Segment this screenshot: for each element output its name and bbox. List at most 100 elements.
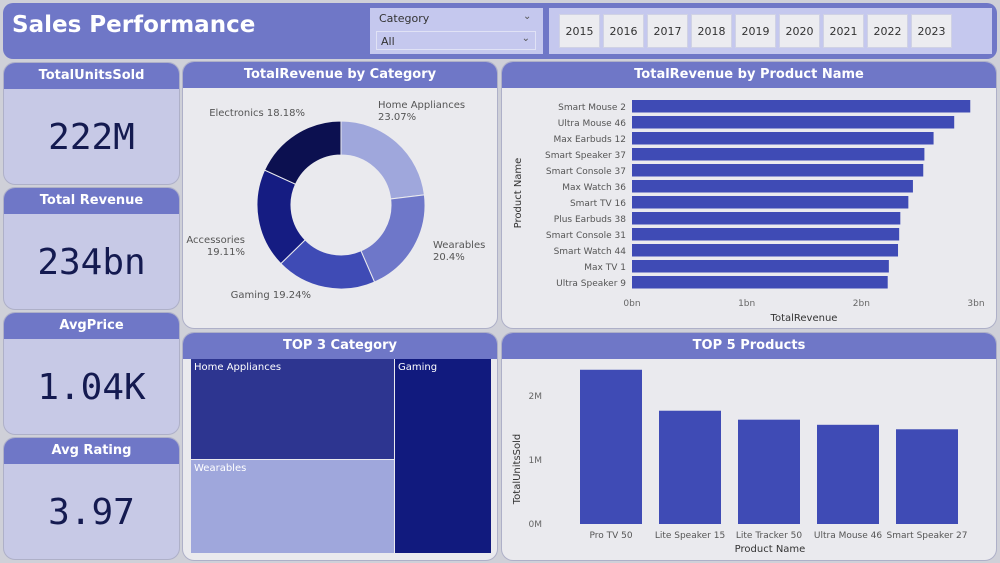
year-button-2020[interactable]: 2020 bbox=[779, 14, 820, 48]
bar[interactable] bbox=[632, 196, 909, 209]
page-title: Sales Performance bbox=[12, 12, 256, 38]
kpi-card: Avg Rating 3.97 bbox=[3, 437, 180, 560]
bar[interactable] bbox=[632, 212, 901, 225]
slice-label: Accessories bbox=[186, 235, 245, 246]
tile-label: Home Appliances bbox=[194, 362, 282, 373]
category-label: Smart Console 31 bbox=[546, 231, 626, 241]
kpi-value: 222M bbox=[48, 117, 135, 158]
chart-title: TotalRevenue by Category bbox=[183, 62, 497, 88]
kpi-label: TotalUnitsSold bbox=[4, 63, 179, 89]
slice-label: Wearables bbox=[433, 240, 485, 251]
slice-value: 20.4% bbox=[433, 252, 465, 263]
treemap-tile[interactable]: Home Appliances bbox=[191, 359, 394, 459]
category-label: Lite Speaker 15 bbox=[655, 531, 725, 541]
revenue-by-category-card: TotalRevenue by Category Home Appliances… bbox=[182, 61, 498, 329]
donut-slice[interactable] bbox=[360, 194, 426, 283]
category-label: Smart Speaker 27 bbox=[886, 531, 967, 541]
treemap-tile[interactable]: Gaming bbox=[395, 359, 491, 553]
category-label: Lite Tracker 50 bbox=[736, 531, 802, 541]
bar[interactable] bbox=[632, 276, 888, 289]
bar[interactable] bbox=[896, 429, 958, 524]
kpi-label: Total Revenue bbox=[4, 188, 179, 214]
tick-label: 0M bbox=[529, 520, 543, 530]
bar[interactable] bbox=[632, 244, 899, 257]
tick-label: 2M bbox=[529, 392, 543, 402]
kpi-card: Total Revenue 234bn bbox=[3, 187, 180, 310]
bar[interactable] bbox=[632, 260, 889, 273]
category-label: Ultra Mouse 46 bbox=[558, 119, 626, 129]
category-label: Ultra Mouse 46 bbox=[814, 531, 882, 541]
bar[interactable] bbox=[632, 116, 955, 129]
slice-label: Electronics 18.18% bbox=[209, 108, 305, 119]
bar[interactable] bbox=[632, 228, 900, 241]
chevron-down-icon[interactable]: ⌄ bbox=[523, 11, 532, 22]
x-axis-title: TotalRevenue bbox=[770, 313, 838, 324]
year-button-2022[interactable]: 2022 bbox=[867, 14, 908, 48]
bar[interactable] bbox=[632, 148, 925, 161]
chart-title: TOP 3 Category bbox=[183, 333, 497, 359]
bar[interactable] bbox=[632, 180, 913, 193]
tick-label: 3bn bbox=[967, 299, 984, 309]
bar[interactable] bbox=[632, 100, 971, 113]
kpi-card: TotalUnitsSold 222M bbox=[3, 62, 180, 185]
category-label: Smart Mouse 2 bbox=[558, 103, 626, 113]
tick-label: 1M bbox=[529, 456, 543, 466]
column-chart: 0M 1M 2M Pro TV 50 Lite Speaker 15 Lite Track… bbox=[512, 369, 968, 555]
bar[interactable] bbox=[580, 369, 642, 524]
year-slicer: 2015 2016 2017 2018 2019 2020 2021 2022 2023 bbox=[549, 8, 992, 54]
x-axis-title: Product Name bbox=[735, 544, 806, 555]
bar[interactable] bbox=[632, 164, 924, 177]
donut-slice[interactable] bbox=[340, 120, 425, 200]
category-label: Max Earbuds 12 bbox=[553, 135, 626, 145]
category-dropdown[interactable]: All ⌄ bbox=[376, 31, 536, 50]
year-button-2021[interactable]: 2021 bbox=[823, 14, 864, 48]
year-button-2023[interactable]: 2023 bbox=[911, 14, 952, 48]
kpi-value: 3.97 bbox=[48, 492, 135, 533]
slicer-label: Category bbox=[379, 12, 430, 25]
kpi-value: 1.04K bbox=[37, 367, 146, 408]
category-slicer[interactable]: Category ⌄ All ⌄ bbox=[370, 8, 543, 54]
category-label: Plus Earbuds 38 bbox=[554, 215, 626, 225]
tick-label: 2bn bbox=[853, 299, 870, 309]
slice-label: Home Appliances bbox=[378, 100, 465, 111]
kpi-label: Avg Rating bbox=[4, 438, 179, 464]
chart-title: TotalRevenue by Product Name bbox=[502, 62, 996, 88]
dropdown-value: All bbox=[381, 35, 395, 48]
top3-category-card: TOP 3 Category Home Appliances Gaming We… bbox=[182, 332, 498, 561]
slice-value: 23.07% bbox=[378, 112, 416, 123]
category-label: Smart Watch 44 bbox=[554, 247, 627, 257]
category-label: Max TV 1 bbox=[584, 263, 626, 273]
year-button-2017[interactable]: 2017 bbox=[647, 14, 688, 48]
year-button-2019[interactable]: 2019 bbox=[735, 14, 776, 48]
tile-label: Wearables bbox=[194, 463, 247, 474]
slice-value: 19.11% bbox=[207, 247, 245, 258]
category-label: Ultra Speaker 9 bbox=[556, 279, 626, 289]
chevron-down-icon: ⌄ bbox=[521, 33, 530, 44]
year-button-2015[interactable]: 2015 bbox=[559, 14, 600, 48]
y-axis-title: TotalUnitsSold bbox=[512, 434, 523, 506]
revenue-by-product-card: TotalRevenue by Product Name Smart Mouse… bbox=[501, 61, 997, 329]
y-axis-title: Product Name bbox=[513, 158, 524, 229]
horizontal-bar-chart: Smart Mouse 2 Ultra Mouse 46 Max Earbuds 1… bbox=[513, 100, 985, 324]
category-label: Max Watch 36 bbox=[562, 183, 626, 193]
category-label: Smart Console 37 bbox=[546, 167, 626, 177]
tick-label: 0bn bbox=[623, 299, 640, 309]
kpi-card: AvgPrice 1.04K bbox=[3, 312, 180, 435]
tile-label: Gaming bbox=[398, 362, 438, 373]
year-button-2018[interactable]: 2018 bbox=[691, 14, 732, 48]
bar[interactable] bbox=[738, 419, 800, 524]
bar[interactable] bbox=[817, 424, 879, 524]
bar[interactable] bbox=[659, 410, 721, 524]
kpi-value: 234bn bbox=[37, 242, 146, 283]
treemap-tile[interactable]: Wearables bbox=[191, 460, 394, 553]
year-button-2016[interactable]: 2016 bbox=[603, 14, 644, 48]
bar[interactable] bbox=[632, 132, 934, 145]
chart-title: TOP 5 Products bbox=[502, 333, 996, 359]
tick-label: 1bn bbox=[738, 299, 755, 309]
category-label: Smart TV 16 bbox=[570, 199, 626, 209]
donut-slice[interactable] bbox=[263, 120, 342, 185]
category-label: Pro TV 50 bbox=[589, 531, 632, 541]
top5-products-card: TOP 5 Products 0M 1M 2M Pro TV 50 Lite Speak… bbox=[501, 332, 997, 561]
slice-label: Gaming 19.24% bbox=[231, 290, 311, 301]
